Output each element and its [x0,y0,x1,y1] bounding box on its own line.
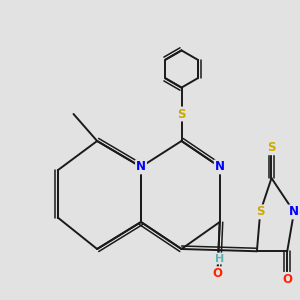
Text: N: N [136,160,146,173]
Text: N: N [289,206,299,218]
Text: S: S [256,206,265,218]
Text: O: O [282,273,292,286]
Text: O: O [212,267,223,280]
Text: H: H [214,254,224,263]
Text: S: S [267,141,276,154]
Text: N: N [215,160,225,173]
Text: S: S [177,107,186,121]
